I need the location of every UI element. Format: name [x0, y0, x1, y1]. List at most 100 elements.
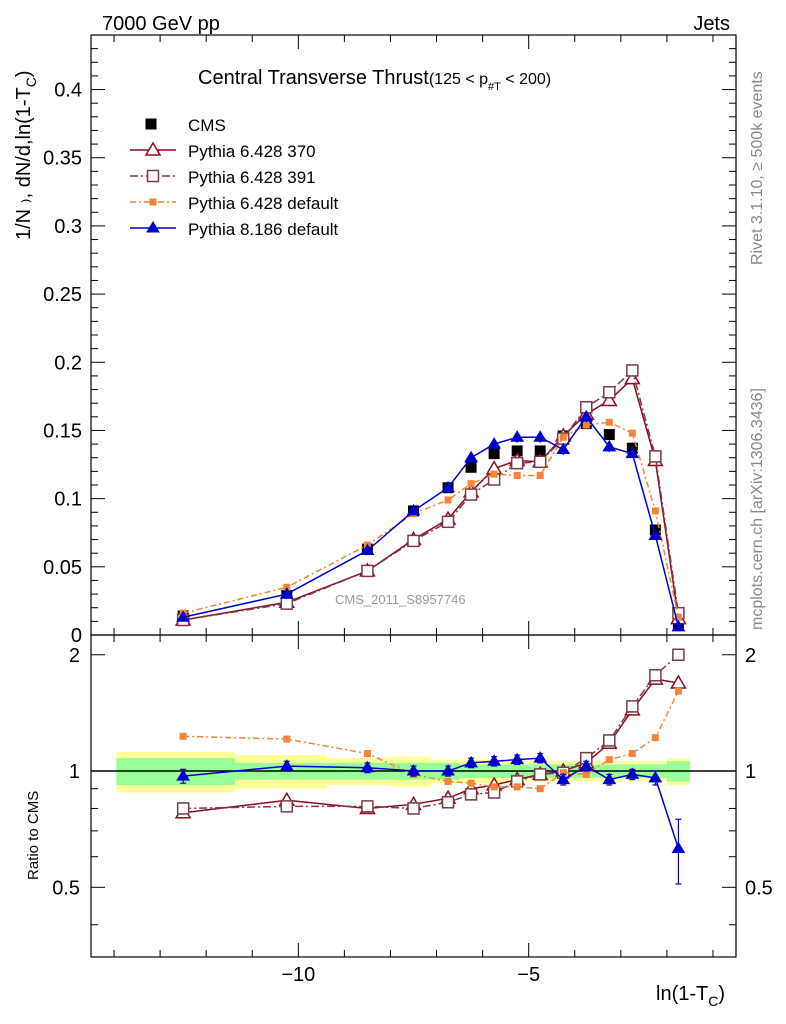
ratio-plot-frame [90, 634, 737, 958]
pythia-8-186-default-point [487, 437, 502, 449]
pythia-6-428-default-point [651, 507, 659, 515]
pythia-6-428-default-point [559, 433, 567, 441]
legend-label-pythia-8-186-default: Pythia 8.186 default [188, 220, 339, 239]
pythia-6-428-391-point [464, 488, 478, 501]
ratio-tick-label-right: 0.5 [745, 877, 773, 899]
pythia-8-186-default-point [279, 587, 294, 599]
pythia-6-428-default-ratio-point [536, 785, 544, 793]
pythia-6-428-391-ratio-point [464, 788, 478, 801]
pythia-6-428-default-ratio-point [582, 770, 590, 778]
ratio-tick-label-right: 1 [745, 761, 756, 783]
y-tick-label: 0.1 [54, 489, 82, 511]
legend-pythia-6-428-391-marker [146, 169, 160, 183]
energy-label: 7000 GeV pp [102, 13, 220, 35]
ratio-tick-label-right: 2 [745, 645, 756, 667]
pythia-6-428-default-ratio-point [363, 750, 371, 758]
pythia-6-428-default-line [182, 421, 680, 618]
pythia-6-428-391-ratio-point [361, 800, 374, 813]
pythia-8-186-default-ratio-point [487, 754, 502, 766]
pythia-8-186-default-point [406, 503, 421, 516]
ratio-tick-label: 2 [69, 645, 80, 667]
pythia-6-428-391-point [649, 450, 662, 463]
ratio-tick-label: 1 [69, 761, 80, 783]
y-tick-label: 0 [71, 625, 82, 647]
y-axis-label-end: ) [13, 70, 35, 77]
pythia-6-428-391-line [183, 369, 680, 621]
pythia-6-428-default-point [582, 421, 590, 429]
pythia-8-186-default-point [602, 439, 617, 452]
pythia-6-428-default-ratio-point [605, 756, 613, 764]
legend-pythia-6-428-370-marker [144, 141, 162, 156]
pythia-6-428-370-point [600, 391, 618, 407]
y-axis-label: 1/N ₎, dN/d,ln(1-TC) [13, 70, 39, 240]
pythia-8-186-default-point [556, 442, 571, 455]
pythia-6-428-391-ratio-point [603, 734, 616, 747]
legend-label-pythia-6-428-default: Pythia 6.428 default [188, 194, 339, 213]
pythia-8-186-default-ratio-point [464, 755, 478, 768]
pythia-8-186-default-ratio-point [360, 760, 375, 773]
mcplots-label: mcplots.cern.ch [arXiv:1306.3436] [749, 388, 766, 630]
pythia-6-428-default-ratio-point [651, 734, 659, 742]
pythia-6-428-370-point [624, 370, 641, 385]
axis-ticks [91, 34, 736, 957]
pythia-6-428-391-point [441, 515, 455, 529]
chart-title-main: Central Transverse Thrust [198, 67, 429, 89]
analysis-watermark: CMS_2011_S8957746 [335, 592, 466, 607]
pythia-8-186-default-ratio-point [176, 769, 191, 781]
pythia-6-428-default-ratio-point [179, 732, 187, 740]
pythia-8-186-default-ratio-point [602, 772, 617, 785]
main-series-layer [174, 364, 687, 632]
pythia-8-186-default-ratio-point [406, 764, 421, 776]
pythia-8-186-default-point [671, 619, 686, 632]
cms-point [488, 448, 500, 460]
chart-title-suffix: (125 < p [429, 71, 488, 88]
y-tick-label: 0.4 [54, 80, 82, 102]
cms-point [603, 429, 615, 441]
ratio-y-axis-label: Ratio to CMS [25, 791, 42, 880]
pythia-8-186-default-ratio-point [648, 770, 663, 783]
x-axis-label-sub: C [708, 993, 718, 1009]
pythia-6-428-default-point [490, 470, 498, 478]
pythia-6-428-default-point [628, 429, 636, 437]
legend-pythia-8-186-default-marker [146, 221, 160, 233]
pythia-6-428-391-point [626, 364, 639, 377]
pythia-6-428-default-point [674, 613, 682, 621]
pythia-6-428-391-ratio-point [672, 648, 685, 662]
pythia-6-428-391-ratio-point [626, 700, 639, 713]
pythia-8-186-default-point [360, 543, 375, 555]
pythia-6-428-391-point [603, 386, 616, 399]
x-tick-label: −5 [517, 964, 540, 986]
y-tick-label: 0.3 [54, 216, 82, 238]
pythia-8-186-default-point [533, 430, 548, 442]
ratio-series-layer [174, 648, 687, 885]
pythia-6-428-default-ratio-point [283, 735, 291, 743]
pythia-6-428-default-ratio-point [490, 783, 498, 791]
pythia-6-428-default-point [605, 418, 613, 426]
cms-point [511, 445, 523, 457]
legend-cms-marker [145, 118, 157, 130]
ratio-uncertainty-bands [116, 752, 690, 793]
pythia-6-428-default-ratio-point [513, 783, 521, 791]
pythia-8-186-default-point [648, 528, 663, 540]
pythia-6-428-391-ratio-point [176, 802, 190, 815]
pythia-8-186-default-point [176, 610, 191, 622]
pythia-8-186-default-point [579, 409, 594, 422]
pythia-6-428-391-ratio-point [280, 800, 294, 813]
pythia-6-428-default-ratio-point [628, 750, 636, 758]
pythia-6-428-391-point [407, 534, 420, 548]
pythia-8-186-default-point [625, 446, 640, 459]
pythia-8-186-default-ratio-point [533, 751, 548, 763]
legend-pythia-6-428-default-marker [149, 198, 157, 206]
jets-label: Jets [693, 13, 730, 35]
y-tick-label: 0.35 [43, 148, 82, 170]
legend: CMS Pythia 6.428 370 Pythia 6.428 391 Pythi… [130, 116, 339, 239]
x-axis-label: ln(1-TC) [656, 983, 725, 1009]
x-axis-label-end: ) [718, 983, 725, 1005]
pythia-6-428-391-ratio-point [649, 669, 662, 682]
legend-label-pythia-6-428-370: Pythia 6.428 370 [188, 142, 316, 161]
axis-tick-labels: −10 −5 0 0.05 0.1 0.15 0.2 0.25 0.3 0.35 0.4 0.5 0.5… [43, 80, 773, 986]
y-tick-label: 0.2 [54, 352, 82, 374]
pythia-6-428-391-point [280, 597, 294, 610]
pythia-6-428-default-ratio-point [444, 777, 452, 785]
